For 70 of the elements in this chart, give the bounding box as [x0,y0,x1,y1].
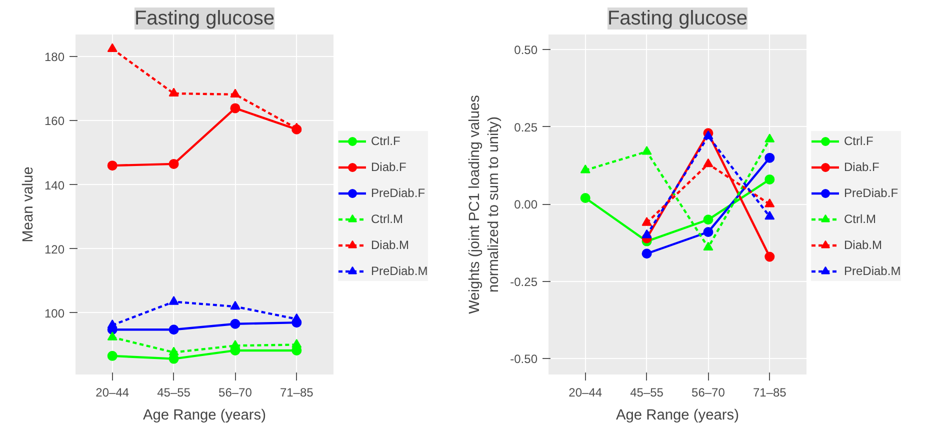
point [703,242,714,251]
point [764,198,775,208]
y-tick-label: 100 [44,306,65,320]
x-tick-label: 45–55 [157,386,191,400]
x-axis-title: Age Range (years) [142,408,266,424]
y-tick-label: 0.00 [514,198,538,212]
legend-label: PreDiab.F [844,186,898,200]
chart-title: Fasting glucose [134,8,275,30]
point [230,318,240,329]
point [292,122,302,132]
point [292,339,302,348]
x-tick-label: 56–70 [692,386,726,400]
chart-title: Fasting glucose [607,8,748,30]
point [230,300,240,310]
point [642,248,652,259]
legend-label: Diab.M [844,238,882,252]
x-tick-label: 20–44 [96,386,130,400]
point [230,103,240,114]
point [107,350,118,361]
point [642,146,652,155]
point [168,324,179,335]
legend-label: Ctrl.M [371,212,403,226]
x-tick-label: 56–70 [218,386,252,400]
legend-label: Diab.F [844,160,880,174]
point [764,210,775,220]
point [764,134,775,142]
y-tick-label: -0.50 [510,352,538,366]
point [168,158,179,169]
point [764,252,775,262]
point [230,340,240,349]
point [580,193,590,203]
x-tick-label: 20–44 [568,386,602,400]
y-tick-label: 160 [44,114,65,128]
point [107,160,118,171]
point [642,217,652,226]
point [107,43,118,52]
y-tick-label: 0.25 [514,120,538,134]
legend-label: Diab.M [371,238,410,252]
point [107,319,118,328]
point [764,152,775,163]
y-axis-title: Weights (joint PC1 loading values normalized to sum to unity) [466,95,502,314]
y-tick-label: 0.50 [514,43,538,58]
legend-label: Ctrl.F [844,134,874,148]
legend-label: Ctrl.M [844,212,876,226]
point [580,164,590,174]
y-tick-label: 180 [44,50,65,64]
point [703,214,714,225]
point [168,296,179,305]
y-axis-title: Mean value [20,166,36,242]
point [168,346,179,356]
point [292,313,302,322]
point [107,332,118,340]
legend-label: Ctrl.F [371,134,400,148]
y-tick-label: 120 [44,242,65,256]
y-tick-label: -0.25 [510,274,538,289]
point [642,229,652,238]
point [230,88,240,98]
legend-label: PreDiab.M [371,264,428,278]
y-tick-label: 140 [44,178,65,192]
x-tick-label: 71–85 [280,386,314,400]
point [168,88,179,97]
legend-label: Diab.F [371,160,406,174]
x-axis-title: Age Range (years) [616,408,740,424]
x-tick-label: 45–55 [630,386,664,400]
legend-label: PreDiab.M [844,264,901,278]
x-tick-label: 71–85 [752,386,787,400]
point [703,227,714,237]
point [703,158,714,168]
point [764,174,775,184]
legend-label: PreDiab.F [371,186,426,200]
